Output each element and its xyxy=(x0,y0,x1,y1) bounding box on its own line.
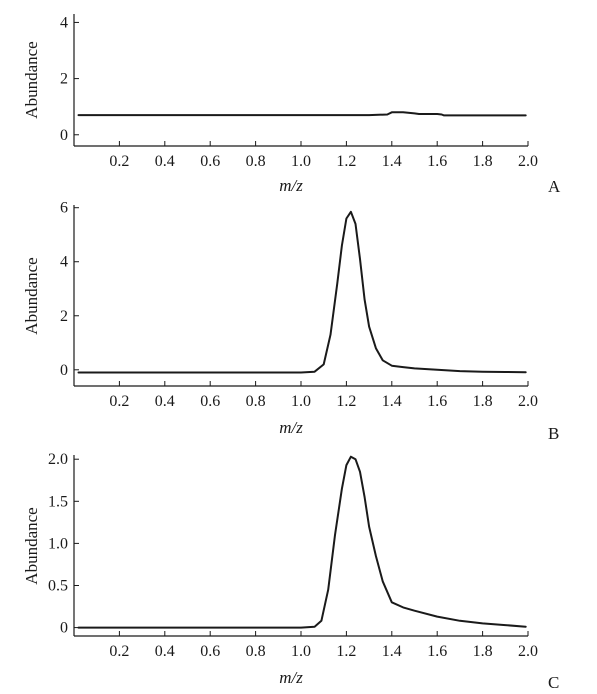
x-tick-label: 0.2 xyxy=(109,153,129,170)
x-tick-label: 0.6 xyxy=(200,393,220,410)
x-tick-label: 1.6 xyxy=(427,153,447,170)
y-tick-label: 4 xyxy=(60,14,68,31)
chart-panel-b: 0 2 4 6 0.2 0.4 0.6 0.8 1.0 1.2 1.4 1.6 1.8 2.0 m/z Abu… xyxy=(22,200,559,443)
x-tick-label: 0.6 xyxy=(200,643,220,660)
x-tick-label: 1.2 xyxy=(336,643,356,660)
panel-label: A xyxy=(548,177,561,196)
x-tick-label: 1.8 xyxy=(473,153,493,170)
x-axis-title: m/z xyxy=(279,176,303,195)
x-axis-title: m/z xyxy=(279,418,303,437)
x-tick-label: 1.0 xyxy=(291,393,311,410)
x-tick-label: 1.4 xyxy=(382,643,402,660)
x-tick-label: 0.2 xyxy=(109,643,129,660)
x-tick-label: 0.8 xyxy=(246,393,266,410)
series-line-1 xyxy=(77,111,527,117)
y-tick-label: 0 xyxy=(60,127,68,144)
x-tick-label: 0.8 xyxy=(246,643,266,660)
series-line-1 xyxy=(77,455,527,629)
y-tick-label: 2 xyxy=(60,71,68,88)
x-tick-label: 2.0 xyxy=(518,393,538,410)
x-tick-label: 0.2 xyxy=(109,393,129,410)
x-tick-label: 1.4 xyxy=(382,393,402,410)
x-tick-label: 0.4 xyxy=(155,153,175,170)
x-tick-label: 1.8 xyxy=(473,643,493,660)
y-axis-title: Abundance xyxy=(22,507,41,584)
x-axis-title: m/z xyxy=(279,668,303,687)
x-tick-label: 0.4 xyxy=(155,643,175,660)
y-axis-title: Abundance xyxy=(22,41,41,118)
y-axis-title: Abundance xyxy=(22,257,41,334)
x-tick-label: 2.0 xyxy=(518,153,538,170)
x-tick-label: 1.0 xyxy=(291,643,311,660)
y-tick-label: 2.0 xyxy=(48,451,68,468)
x-tick-label: 0.4 xyxy=(155,393,175,410)
y-tick-label: 0 xyxy=(60,362,68,379)
panel-label: B xyxy=(548,424,559,443)
series-line-1 xyxy=(77,210,527,374)
x-tick-label: 0.8 xyxy=(246,153,266,170)
chart-panel-c: 0 0.5 1.0 1.5 2.0 0.2 0.4 0.6 0.8 1.0 1.2 1.4 1.6 1.8… xyxy=(22,451,559,692)
x-tick-label: 1.6 xyxy=(427,393,447,410)
x-tick-label: 1.2 xyxy=(336,153,356,170)
y-tick-label: 4 xyxy=(60,254,68,271)
y-tick-label: 0.5 xyxy=(48,577,68,594)
y-tick-label: 2 xyxy=(60,308,68,325)
y-tick-label: 1.0 xyxy=(48,535,68,552)
x-tick-label: 1.8 xyxy=(473,393,493,410)
x-tick-label: 0.6 xyxy=(200,153,220,170)
y-tick-label: 6 xyxy=(60,200,68,217)
chart-panel-a: 0 2 4 0.2 0.4 0.6 0.8 1.0 1.2 1.4 1.6 1.8 2.0 m/z Abun… xyxy=(22,14,561,196)
x-tick-label: 1.4 xyxy=(382,153,402,170)
x-tick-label: 2.0 xyxy=(518,643,538,660)
x-tick-label: 1.6 xyxy=(427,643,447,660)
y-tick-label: 0 xyxy=(60,620,68,637)
panel-label: C xyxy=(548,673,559,692)
x-tick-label: 1.2 xyxy=(336,393,356,410)
y-tick-label: 1.5 xyxy=(48,493,68,510)
x-tick-label: 1.0 xyxy=(291,153,311,170)
